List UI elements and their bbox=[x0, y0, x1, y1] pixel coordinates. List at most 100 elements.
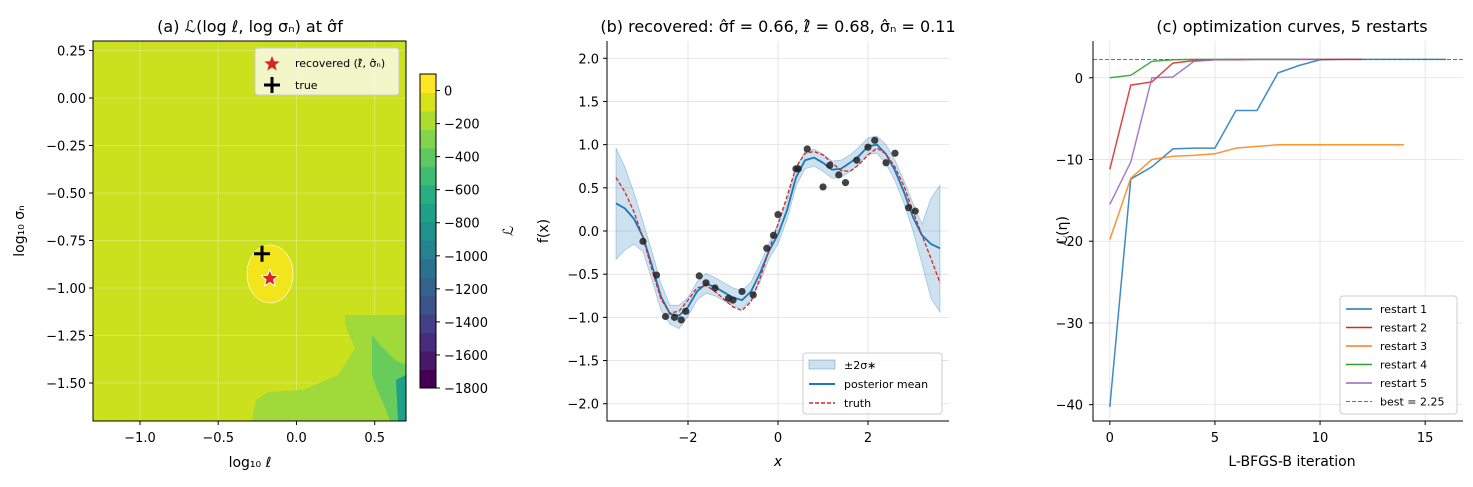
recovered-star-marker bbox=[260, 268, 280, 287]
observation-point bbox=[864, 143, 872, 151]
y-tick-label: −2.0 bbox=[567, 398, 599, 413]
colorbar-band bbox=[420, 74, 436, 93]
x-tick-label: 0 bbox=[1106, 431, 1114, 446]
observation-point bbox=[826, 161, 834, 169]
legend-c-entry: restart 2 bbox=[1380, 322, 1427, 335]
y-tick-label: 0 bbox=[1075, 72, 1083, 87]
y-tick-label: −1.0 bbox=[567, 311, 599, 326]
panel-c-plot bbox=[1093, 58, 1463, 408]
y-tick-label: −20 bbox=[1056, 235, 1083, 250]
heatmap-min-region bbox=[396, 375, 406, 421]
legend-c-entry: restart 1 bbox=[1380, 303, 1427, 316]
panel-c-line-chart: 0 5 10 15 0 −10 −20 −30 −40 (c) optimization cur… bbox=[1055, 17, 1463, 470]
x-tick-label: 10 bbox=[1312, 431, 1329, 446]
restart-4-line bbox=[1109, 58, 1299, 79]
panel-b-axes bbox=[606, 41, 949, 422]
colorbar-band bbox=[420, 129, 436, 149]
observation-point bbox=[711, 284, 719, 292]
observation-point bbox=[729, 296, 737, 304]
y-tick-label: 0.00 bbox=[57, 92, 86, 107]
legend-a-true: true bbox=[295, 79, 318, 92]
observation-point bbox=[639, 237, 647, 245]
panel-b-line-chart: −2 0 2 2.0 1.5 1.0 0.5 0.0 −0.5 −1.0 −1.5 −2.0 (b) … bbox=[536, 17, 956, 470]
y-tick-label: −1.50 bbox=[46, 377, 86, 392]
x-tick-label: 0.5 bbox=[364, 431, 385, 446]
observation-point bbox=[670, 313, 679, 321]
y-tick-label: −1.5 bbox=[567, 355, 599, 370]
colorbar-band bbox=[420, 110, 436, 130]
observation-point bbox=[904, 204, 913, 212]
observation-point bbox=[769, 231, 778, 239]
observation-point bbox=[841, 179, 850, 187]
observation-point bbox=[695, 272, 703, 280]
observation-point bbox=[891, 149, 899, 157]
observation-point bbox=[882, 159, 890, 167]
y-tick-label: 0.25 bbox=[57, 45, 86, 60]
panel-b-ticks: −2 0 2 2.0 1.5 1.0 0.5 0.0 −0.5 −1.0 −1.5 −2.0 bbox=[567, 52, 872, 446]
colorbar-tick-label: −1400 bbox=[444, 316, 488, 331]
colorbar-tick-label: −1600 bbox=[444, 349, 488, 364]
panel-b-ylabel: f(x) bbox=[536, 219, 552, 243]
colorbar-band bbox=[420, 351, 436, 371]
y-tick-label: 1.5 bbox=[578, 95, 599, 110]
y-tick-label: −30 bbox=[1056, 317, 1083, 332]
legend-c-entry: best = 2.25 bbox=[1380, 396, 1445, 409]
panel-c-ticks: 0 5 10 15 0 −10 −20 −30 −40 bbox=[1056, 72, 1434, 446]
x-tick-label: 0 bbox=[774, 431, 782, 446]
colorbar-band bbox=[420, 277, 436, 297]
observation-point bbox=[682, 307, 690, 315]
panel-a-title: (a) ℒ(log ℓ, log σₙ) at σ̂f bbox=[157, 17, 343, 36]
legend-c-entry: restart 5 bbox=[1380, 377, 1427, 390]
colorbar-tick-label: −800 bbox=[444, 217, 480, 232]
panel-a-ylabel: log₁₀ σₙ bbox=[12, 205, 28, 256]
colorbar-tick-label: −200 bbox=[444, 118, 480, 133]
colorbar-band bbox=[420, 221, 436, 241]
panel-a-legend: recovered (ℓ̂, σ̂ₙ) true bbox=[254, 47, 400, 96]
colorbar-band bbox=[420, 258, 436, 278]
panel-c-axes bbox=[1092, 41, 1463, 422]
y-tick-label: −1.25 bbox=[46, 330, 86, 345]
colorbar-tick-label: −400 bbox=[444, 151, 480, 166]
colorbar-band bbox=[420, 184, 436, 204]
true-plus-marker bbox=[254, 245, 271, 262]
restart-5-line bbox=[1109, 58, 1320, 205]
panel-c-ylabel: ℒ(η) bbox=[1055, 216, 1071, 246]
y-tick-label: −0.5 bbox=[567, 268, 599, 283]
panel-c-title: (c) optimization curves, 5 restarts bbox=[1156, 17, 1427, 36]
observation-point bbox=[911, 207, 919, 215]
observation-point bbox=[763, 244, 771, 252]
panel-a-xlabel: log₁₀ ℓ bbox=[229, 455, 272, 471]
colorbar-band bbox=[420, 295, 436, 315]
colorbar-tick-label: 0 bbox=[444, 85, 452, 100]
observation-point bbox=[819, 183, 827, 191]
observation-point bbox=[661, 312, 670, 321]
restart-3-line bbox=[1109, 144, 1405, 240]
observation-point bbox=[774, 210, 782, 219]
panel-b-plot bbox=[615, 135, 941, 330]
colorbar-band bbox=[420, 166, 436, 186]
observation-point bbox=[738, 287, 746, 296]
x-tick-label: 5 bbox=[1211, 431, 1219, 446]
y-tick-label: 2.0 bbox=[578, 52, 599, 67]
legend-a-plus-icon bbox=[264, 77, 280, 93]
x-tick-label: −1.0 bbox=[124, 431, 156, 446]
legend-c-box bbox=[1339, 295, 1458, 415]
colorbar-tick-label: −1000 bbox=[444, 250, 488, 265]
panel-c-legend: restart 1 restart 2 restart 3 restart 4 rest… bbox=[1339, 295, 1458, 415]
observation-point bbox=[794, 165, 802, 173]
legend-b-truth: truth bbox=[844, 397, 871, 410]
y-tick-label: 0.5 bbox=[578, 182, 599, 197]
y-tick-label: −0.25 bbox=[46, 140, 86, 155]
panel-b-legend: ±2σ∗ posterior mean truth bbox=[802, 352, 943, 415]
x-tick-label: −2 bbox=[678, 431, 697, 446]
legend-a-star-icon bbox=[264, 56, 280, 71]
colorbar-tick-label: −1200 bbox=[444, 283, 488, 298]
heatmap-low-region bbox=[252, 315, 406, 421]
colorbar-ticks: 0 −200 −400 −600 −800 −1000 −1200 −1400 −1600 −18… bbox=[436, 85, 488, 397]
restart-2-line bbox=[1109, 58, 1363, 170]
legend-c-entry: restart 3 bbox=[1380, 340, 1427, 353]
observation-point bbox=[871, 136, 879, 144]
restart-1-line bbox=[1109, 58, 1447, 408]
colorbar-label: ℒ bbox=[501, 226, 517, 236]
